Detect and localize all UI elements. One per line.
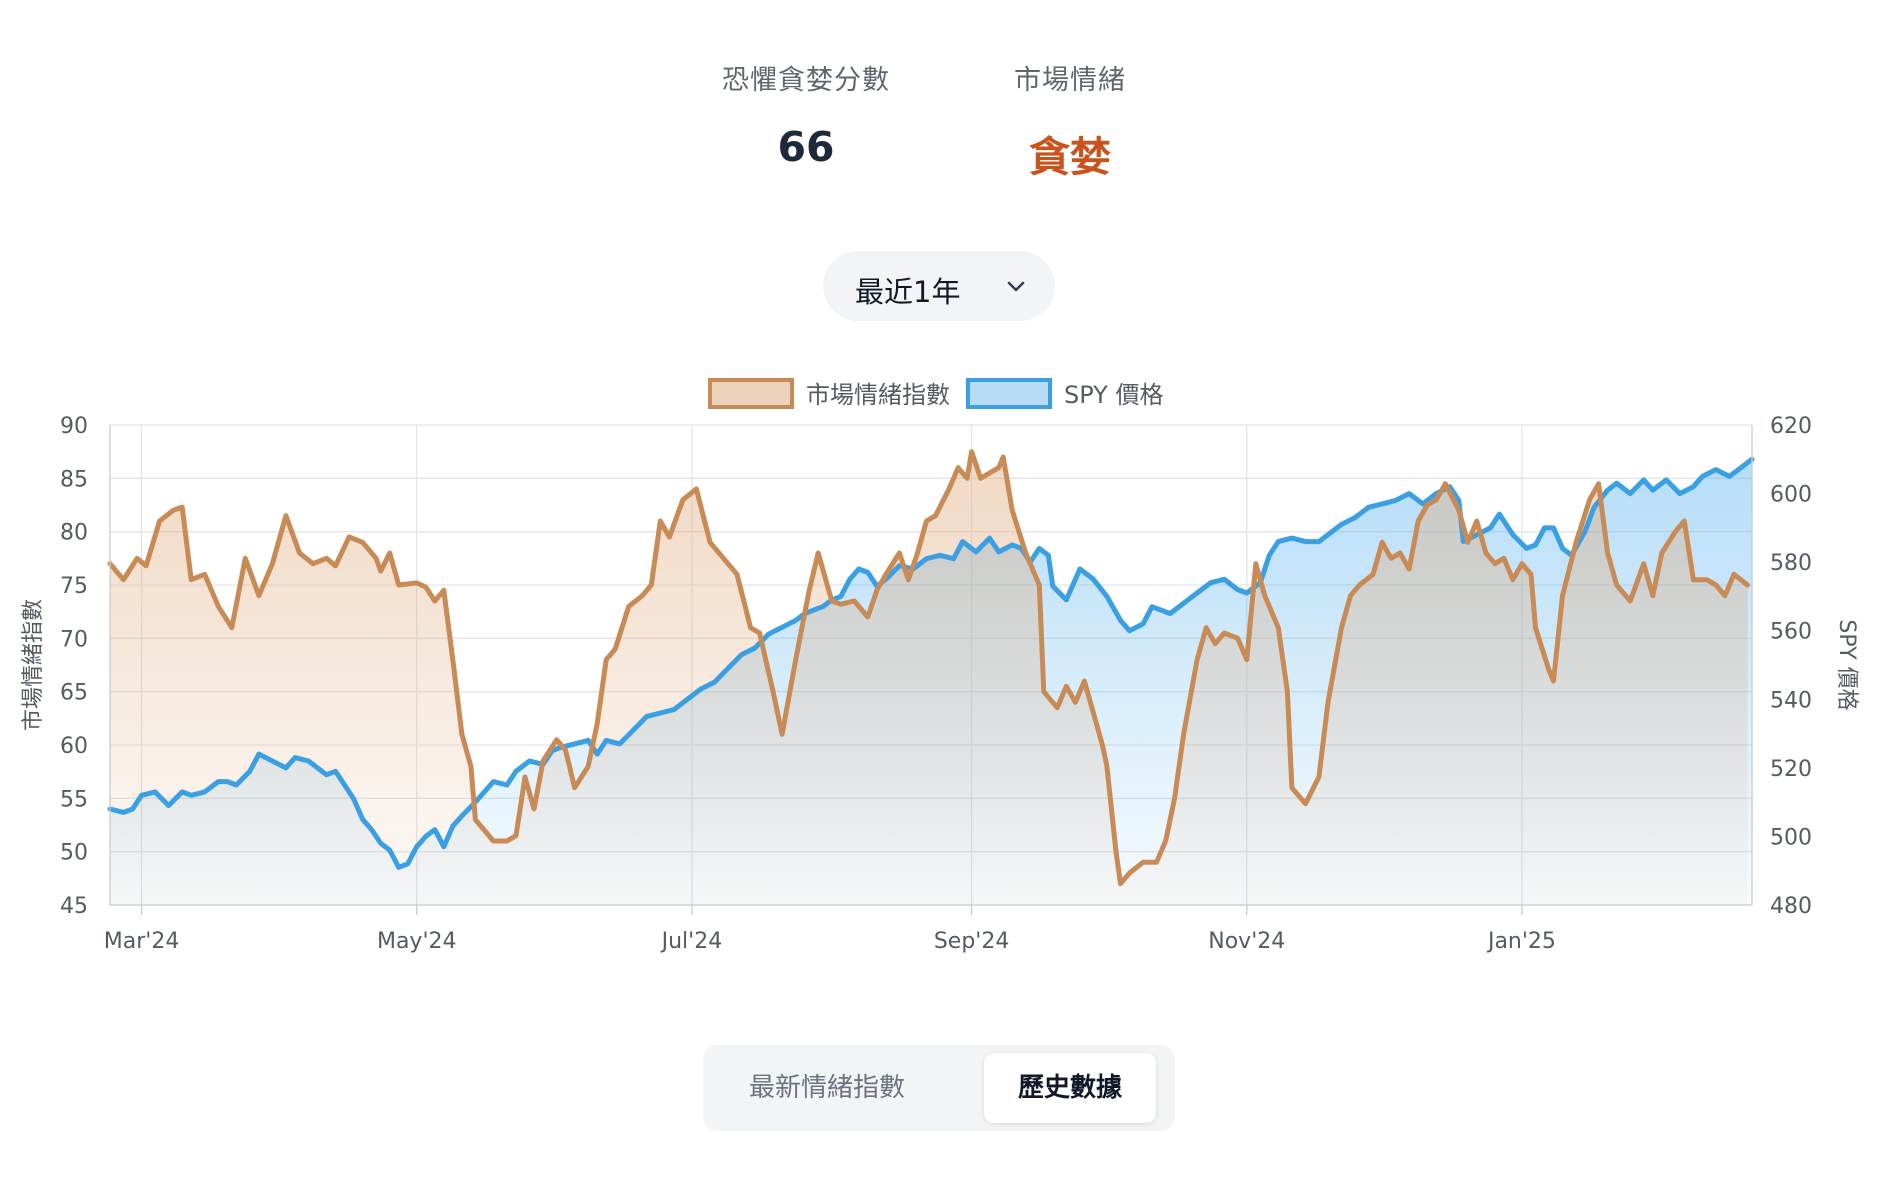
x-tick-label: Jan'25 [1486,929,1556,954]
x-tick-label: Sep'24 [934,929,1010,954]
y-right-tick-label: 500 [1770,825,1812,850]
stats-header: 恐懼貪婪分數 66 市場情緒 貪婪 [0,58,1879,181]
y-left-tick-label: 75 [60,574,88,599]
y-left-tick-label: 65 [60,681,88,706]
y-right-tick-label: 520 [1770,757,1812,782]
y-left-tick-label: 85 [60,467,88,492]
x-tick-label: Jul'24 [660,929,723,954]
lines [107,449,1755,887]
x-tick-label: May'24 [377,929,457,954]
legend-item-sentiment: 市場情緒指數 [708,378,950,409]
chevron-down-icon [1007,281,1025,292]
y-left-tick-label: 50 [60,841,88,866]
y-right-tick-label: 600 [1770,483,1812,508]
y-right-tick-label: 540 [1770,688,1812,713]
legend-swatch [966,378,1052,409]
score-label: 恐懼貪婪分數 [722,65,890,96]
sentiment-label: 市場情緒 [1014,65,1126,96]
y-right-tick-label: 480 [1770,894,1812,919]
score-stat: 恐懼貪婪分數 66 [676,58,936,171]
y-left-tick-label: 70 [60,627,88,652]
y-left-tick-label: 60 [60,734,88,759]
range-select[interactable]: 最近1年 [823,251,1055,321]
tab-latest-index[interactable]: 最新情緒指數 [748,1073,905,1103]
y-left-tick-label: 80 [60,521,88,546]
score-value: 66 [777,123,835,171]
legend-swatch [708,378,794,409]
x-tick-label: Nov'24 [1208,929,1285,954]
sentiment-value: 貪婪 [1029,133,1111,181]
y-right-axis-title: SPY 價格 [1834,619,1859,710]
sentiment-stat: 市場情緒 貪婪 [940,58,1200,183]
sentiment-series-area [110,451,1748,905]
range-select-value: 最近1年 [855,275,961,309]
legend-label: 市場情緒指數 [806,381,950,409]
view-tabs: 最新情緒指數 歷史數據 [703,1045,1175,1131]
legend: 市場情緒指數 SPY 價格 [708,378,1163,409]
tab-history[interactable]: 歷史數據 [984,1053,1156,1123]
legend-item-spy: SPY 價格 [966,378,1163,409]
legend-label: SPY 價格 [1064,381,1163,409]
sentiment-series-line [107,449,1750,887]
y-left-tick-label: 90 [60,414,88,439]
y-right-tick-label: 620 [1770,414,1812,439]
y-right-tick-label: 580 [1770,551,1812,576]
y-right-tick-label: 560 [1770,620,1812,645]
axes: 45 50 55 60 65 70 75 80 85 90 480 500 520 540 560 580 60… [21,414,1859,954]
y-left-axis-title: 市場情緒指數 [21,599,46,731]
x-tick-label: Mar'24 [104,929,180,954]
y-left-tick-label: 55 [60,787,88,812]
sentiment-spy-chart: 45 50 55 60 65 70 75 80 85 90 480 500 520 540 560 580 60… [21,378,1859,954]
y-left-tick-label: 45 [60,894,88,919]
